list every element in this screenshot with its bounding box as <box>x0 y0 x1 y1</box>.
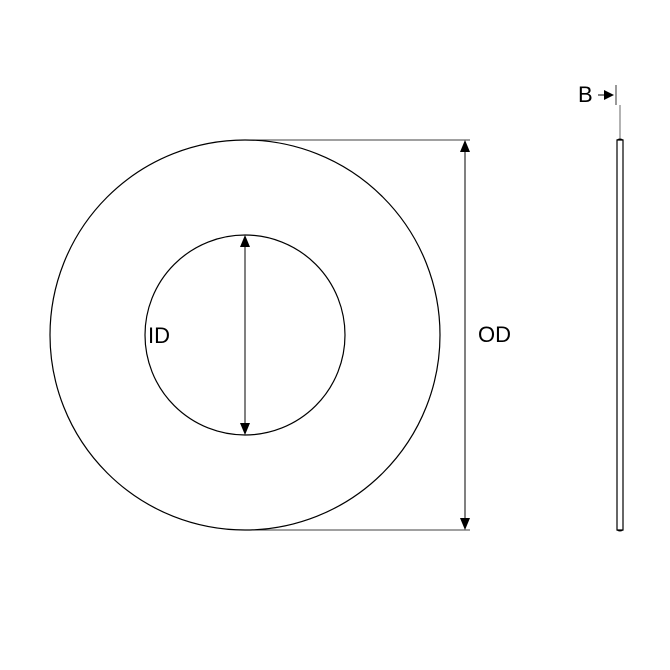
od-extension-lines <box>245 140 470 530</box>
arrow-up-icon <box>240 235 250 247</box>
arrow-up-icon <box>460 140 470 152</box>
washer-side-view <box>617 139 623 531</box>
washer-diagram <box>0 0 670 670</box>
id-label: ID <box>148 323 170 349</box>
b-label: B <box>578 82 593 108</box>
arrow-right-icon <box>604 90 614 100</box>
arrow-down-icon <box>460 518 470 530</box>
b-dimension <box>598 85 620 140</box>
arrow-down-icon <box>240 423 250 435</box>
id-dimension <box>240 235 250 435</box>
od-dimension <box>460 140 470 530</box>
od-label: OD <box>478 322 511 348</box>
